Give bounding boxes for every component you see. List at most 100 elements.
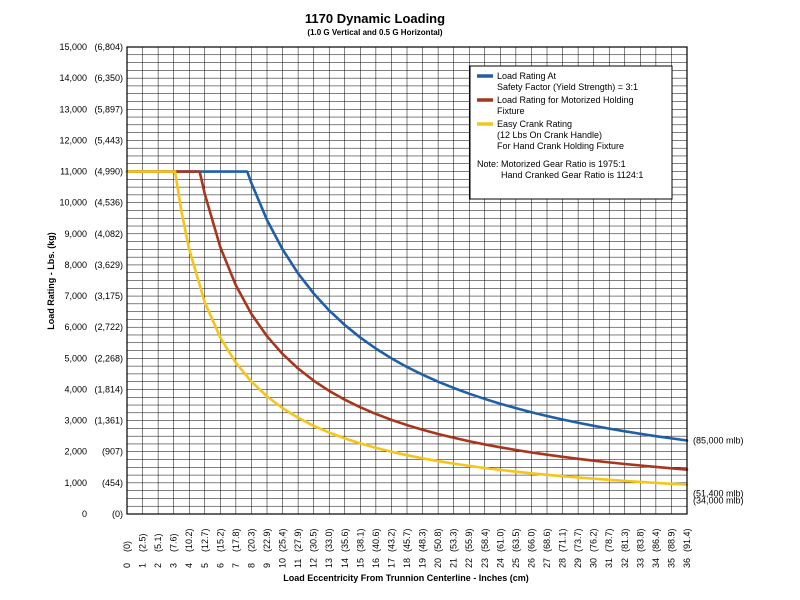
- y-tick-label: 4,000: [64, 384, 87, 394]
- x-tick-label: 13: [324, 558, 334, 568]
- y-tick-label: 1,000: [64, 478, 87, 488]
- x-tick-sublabel: (30.5): [309, 528, 319, 552]
- y-tick-label: 9,000: [64, 229, 87, 239]
- legend-entry-1: Safety Factor (Yield Strength) = 3:1: [497, 82, 638, 92]
- x-tick-sublabel: (76.2): [589, 528, 599, 552]
- x-tick-label: 33: [635, 558, 645, 568]
- y-tick-sublabel: (907): [102, 447, 123, 457]
- x-tick-label: 36: [682, 558, 692, 568]
- x-tick-sublabel: (78.7): [604, 528, 614, 552]
- y-tick-sublabel: (6,350): [94, 73, 123, 83]
- x-tick-sublabel: (53.3): [449, 528, 459, 552]
- x-tick-label: 0: [122, 563, 132, 568]
- x-tick-label: 8: [246, 563, 256, 568]
- y-tick-label: 11,000: [60, 167, 87, 177]
- y-tick-label: 14,000: [59, 73, 87, 83]
- x-tick-sublabel: (43.2): [386, 528, 396, 552]
- y-tick-label: 0: [82, 509, 87, 519]
- y-tick-sublabel: (5,897): [94, 104, 123, 114]
- x-tick-label: 24: [495, 558, 505, 568]
- plot-border: [126, 46, 688, 515]
- x-tick-sublabel: (2.5): [138, 533, 148, 552]
- x-tick-sublabel: (73.7): [573, 528, 583, 552]
- y-tick-sublabel: (2,268): [94, 353, 123, 363]
- x-tick-label: 30: [589, 558, 599, 568]
- x-tick-sublabel: (71.1): [558, 528, 568, 552]
- y-tick-sublabel: (4,990): [94, 167, 123, 177]
- series-line-3: [125, 170, 689, 486]
- y-tick-label: 13,000: [59, 104, 87, 114]
- x-tick-label: 4: [184, 563, 194, 568]
- x-tick-sublabel: (35.6): [340, 528, 350, 552]
- x-tick-sublabel: (22.9): [262, 528, 272, 552]
- y-axis-label: Load Rating - Lbs. (kg): [46, 232, 56, 330]
- x-tick-sublabel: (50.8): [433, 528, 443, 552]
- x-tick-sublabel: (15.2): [215, 528, 225, 552]
- x-tick-label: 6: [215, 563, 225, 568]
- x-tick-label: 2: [153, 563, 163, 568]
- x-tick-sublabel: (12.7): [200, 528, 210, 552]
- y-tick-sublabel: (3,175): [94, 291, 123, 301]
- x-tick-label: 19: [418, 558, 428, 568]
- x-tick-sublabel: (58.4): [480, 528, 490, 552]
- x-tick-sublabel: (48.3): [418, 528, 428, 552]
- x-axis-ticks: 0 (0) 1 (2.5) 2 (5.1) 3 (7.6) 4 (10.2) 5 (12.7) 6 (15…: [122, 528, 692, 568]
- x-tick-sublabel: (20.3): [246, 528, 256, 552]
- y-tick-sublabel: (4,082): [94, 229, 123, 239]
- legend-note: Note: Motorized Gear Ratio is 1975:1: [477, 159, 626, 169]
- y-tick-sublabel: (454): [102, 478, 123, 488]
- x-tick-sublabel: (66.0): [526, 528, 536, 552]
- y-tick-sublabel: (0): [112, 509, 123, 519]
- x-tick-sublabel: (61.0): [495, 528, 505, 552]
- y-tick-sublabel: (5,443): [94, 135, 123, 145]
- x-tick-label: 23: [480, 558, 490, 568]
- x-tick-sublabel: (68.6): [542, 528, 552, 552]
- y-axis-ticks: 0 (0) 1,000 (454) 2,000 (907) 3,000 (1,361) 4,00…: [59, 42, 123, 519]
- x-tick-sublabel: (33.0): [324, 528, 334, 552]
- x-tick-sublabel: (83.8): [635, 528, 645, 552]
- x-tick-sublabel: (38.1): [355, 528, 365, 552]
- series-end-label-2: (51,400 mlb): [693, 489, 744, 499]
- x-tick-sublabel: (45.7): [402, 528, 412, 552]
- x-tick-label: 35: [666, 558, 676, 568]
- x-tick-sublabel: (81.3): [620, 528, 630, 552]
- x-tick-label: 29: [573, 558, 583, 568]
- x-tick-label: 17: [386, 558, 396, 568]
- y-tick-sublabel: (2,722): [94, 322, 123, 332]
- x-tick-label: 3: [169, 563, 179, 568]
- x-tick-sublabel: (0): [122, 541, 132, 552]
- grid: [127, 47, 687, 514]
- legend-entry-2: Fixture: [497, 106, 525, 116]
- legend-entry-3: For Hand Crank Holding Fixture: [497, 141, 624, 151]
- y-tick-label: 15,000: [59, 42, 87, 52]
- x-tick-sublabel: (55.9): [464, 528, 474, 552]
- x-tick-label: 14: [340, 558, 350, 568]
- y-tick-label: 8,000: [64, 260, 87, 270]
- x-tick-label: 20: [433, 558, 443, 568]
- x-tick-label: 28: [558, 558, 568, 568]
- legend-entry-3: (12 Lbs On Crank Handle): [497, 130, 602, 140]
- series-end-label-3: (34,000 mlb): [693, 496, 744, 506]
- x-tick-sublabel: (7.6): [169, 533, 179, 552]
- y-tick-label: 6,000: [64, 322, 87, 332]
- x-axis-label: Load Eccentricity From Trunnion Centerli…: [283, 573, 529, 583]
- y-tick-sublabel: (1,361): [94, 416, 123, 426]
- y-tick-sublabel: (6,804): [94, 42, 123, 52]
- x-tick-sublabel: (40.6): [371, 528, 381, 552]
- x-tick-label: 15: [355, 558, 365, 568]
- x-tick-sublabel: (27.9): [293, 528, 303, 552]
- x-tick-label: 32: [620, 558, 630, 568]
- y-tick-label: 3,000: [64, 416, 87, 426]
- x-tick-label: 12: [309, 558, 319, 568]
- x-tick-label: 25: [511, 558, 521, 568]
- x-tick-sublabel: (63.5): [511, 528, 521, 552]
- x-tick-sublabel: (17.8): [231, 528, 241, 552]
- x-tick-sublabel: (91.4): [682, 528, 692, 552]
- x-tick-label: 22: [464, 558, 474, 568]
- x-tick-label: 5: [200, 563, 210, 568]
- legend-entry-3: Easy Crank Rating: [497, 119, 572, 129]
- series-lines: [125, 170, 689, 486]
- x-tick-label: 11: [293, 559, 303, 568]
